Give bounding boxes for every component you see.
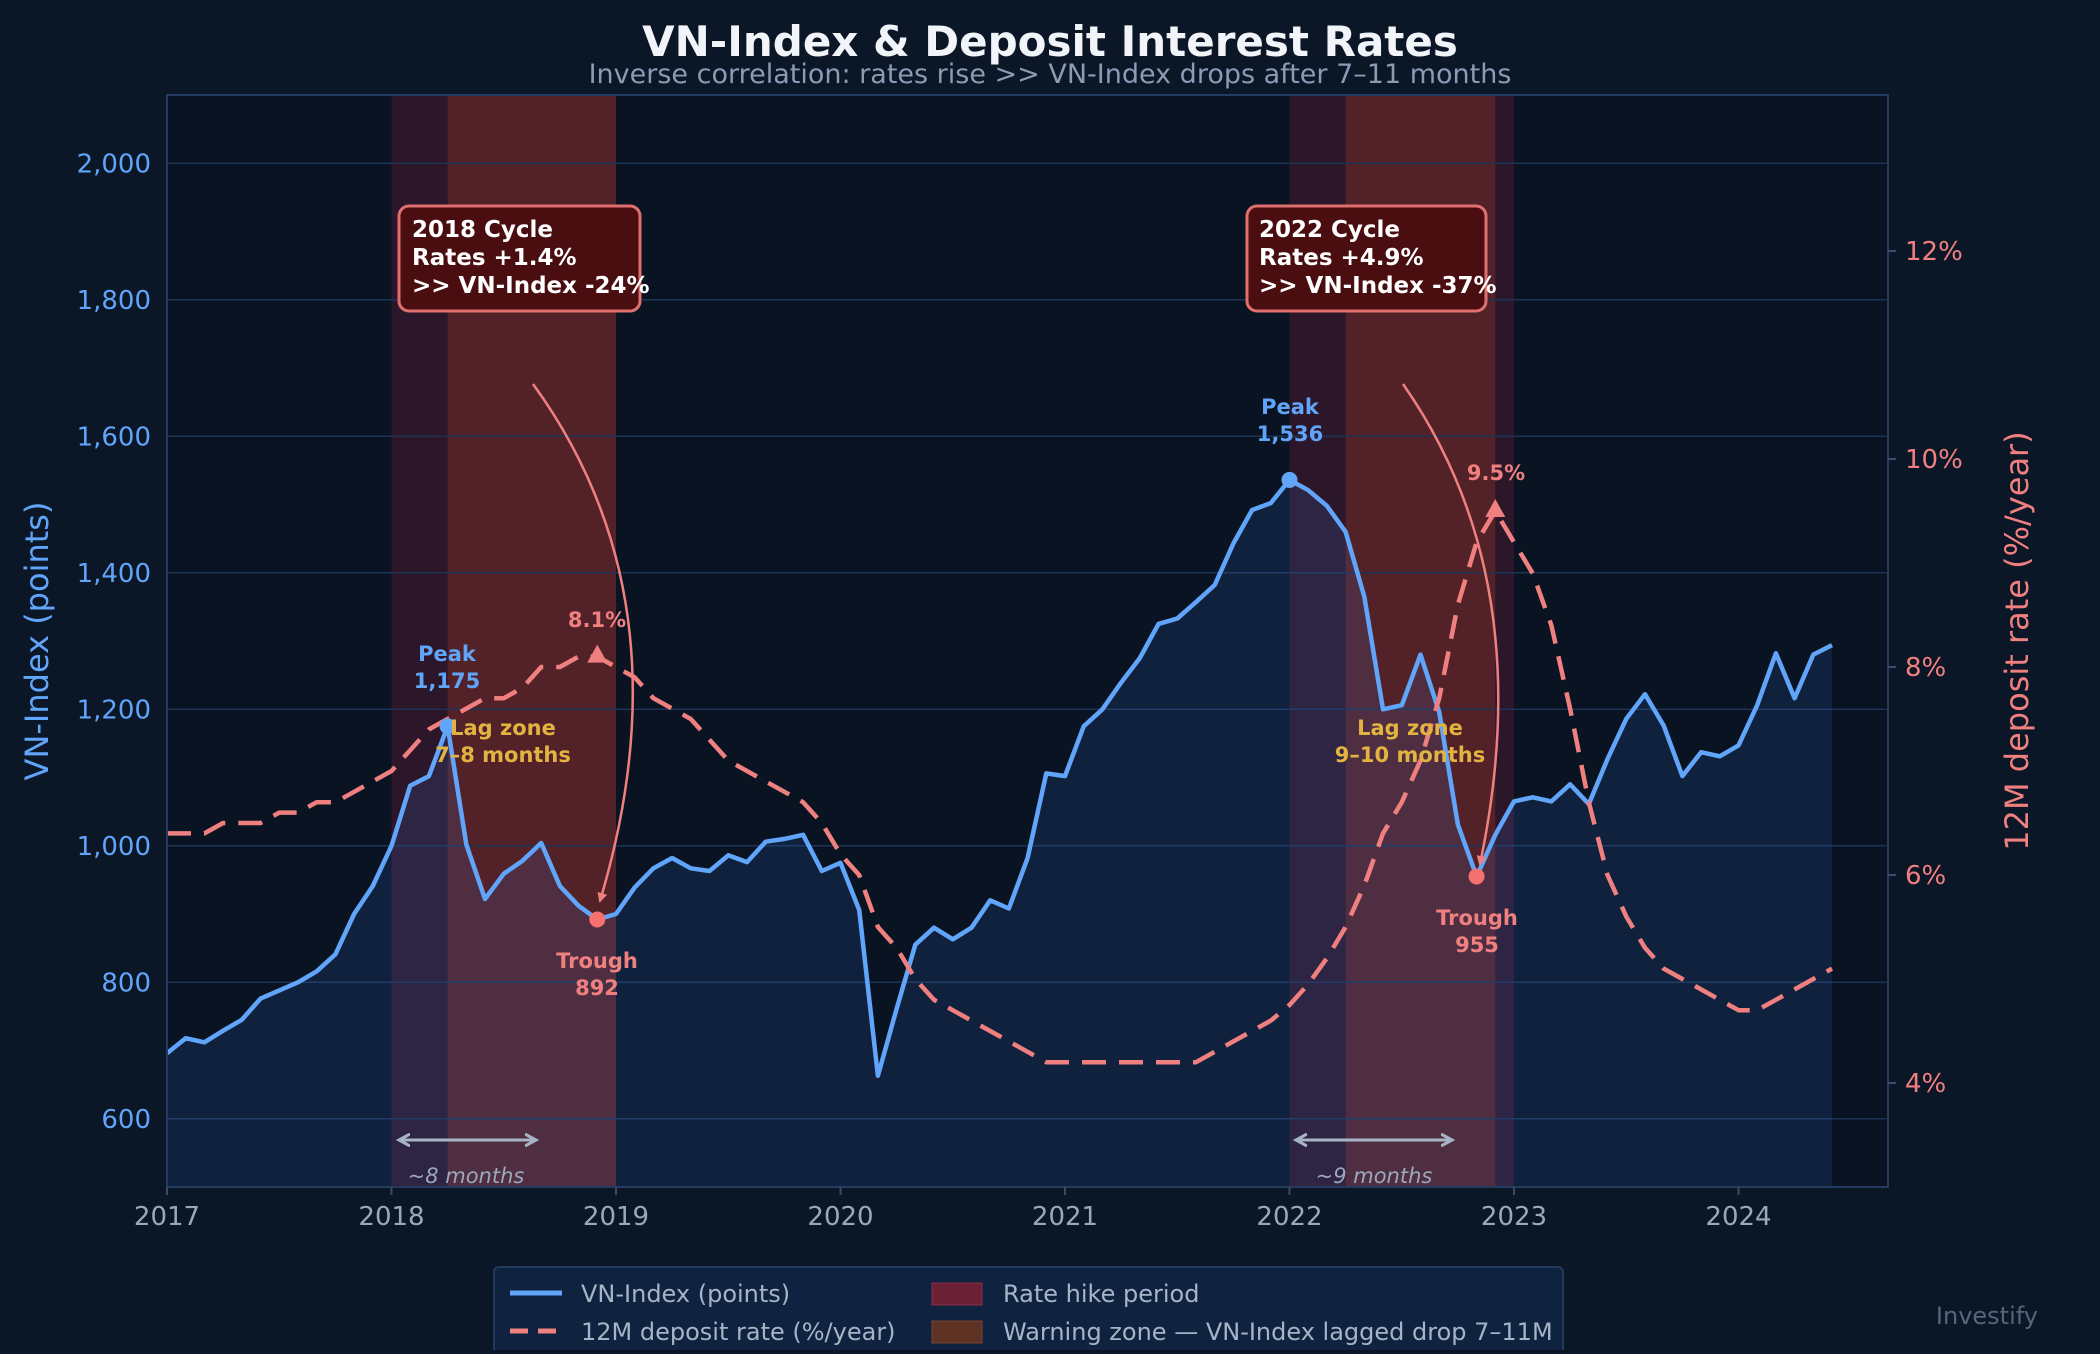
svg-text:Rates +4.9%: Rates +4.9% bbox=[1259, 245, 1424, 271]
rate-peak-2018-marker bbox=[587, 644, 608, 663]
vn-index-line bbox=[165, 477, 1834, 1079]
x-tick-label: 2019 bbox=[583, 1202, 649, 1232]
y2-axis-label: 12M deposit rate (%/year) bbox=[1998, 431, 2036, 850]
x-tick-label: 2017 bbox=[134, 1202, 200, 1232]
curved-arrow-2022 bbox=[1401, 383, 1500, 866]
y2-tick-label: 6% bbox=[1905, 861, 1946, 891]
y2-tick-label: 12% bbox=[1905, 237, 1963, 267]
y-tick-label: 1,400 bbox=[77, 559, 151, 589]
y-tick-label: 1,600 bbox=[77, 422, 151, 452]
span-2018-label: ~8 months bbox=[408, 1164, 525, 1188]
y-tick-label: 1,000 bbox=[77, 832, 151, 862]
chart-subtitle: Inverse correlation: rates rise >> VN-In… bbox=[589, 59, 1512, 90]
curved-arrow-2018 bbox=[531, 383, 635, 903]
lag-zone-2018-line1: Lag zone bbox=[450, 716, 556, 740]
annotation-box-2022: 2022 Cycle Rates +4.9% >> VN-Index -37% bbox=[1245, 204, 1497, 313]
x-tick-label: 2022 bbox=[1256, 1202, 1322, 1232]
plot-frame bbox=[166, 94, 1889, 1188]
y2-tick-label: 8% bbox=[1905, 653, 1946, 683]
x-tick-label: 2023 bbox=[1481, 1202, 1547, 1232]
peak-2022-label: Peak bbox=[1261, 395, 1320, 419]
vn-index-area bbox=[167, 479, 1833, 1187]
svg-text:>> VN-Index -24%: >> VN-Index -24% bbox=[412, 273, 650, 299]
y2-tick-label: 10% bbox=[1905, 445, 1963, 475]
x-tick-label: 2024 bbox=[1705, 1202, 1771, 1232]
peak-2018-label: Peak bbox=[418, 642, 477, 666]
rate-peak-2018-label: 8.1% bbox=[568, 608, 626, 632]
legend-label-vn-index: VN-Index (points) bbox=[581, 1280, 790, 1308]
chart-title: VN-Index & Deposit Interest Rates bbox=[642, 17, 1458, 66]
y-axis-label: VN-Index (points) bbox=[18, 502, 56, 781]
lag-zone-2022-line2: 9–10 months bbox=[1335, 743, 1485, 767]
x-tick-label: 2020 bbox=[807, 1202, 873, 1232]
watermark: Investify bbox=[1936, 1302, 2038, 1330]
rate-peak-2022-marker bbox=[1485, 499, 1506, 517]
svg-text:>> VN-Index -37%: >> VN-Index -37% bbox=[1259, 273, 1497, 299]
trough-2018-label: Trough bbox=[556, 949, 638, 973]
x-tick-label: 2021 bbox=[1032, 1202, 1098, 1232]
y2-tick-label: 4% bbox=[1905, 1069, 1946, 1099]
legend-label-rate-hike: Rate hike period bbox=[1003, 1280, 1199, 1308]
peak-2018-value: 1,175 bbox=[414, 669, 480, 693]
y-tick-label: 2,000 bbox=[77, 149, 151, 179]
legend-label-deposit-rate: 12M deposit rate (%/year) bbox=[581, 1318, 896, 1346]
annotation-box-2018: 2018 Cycle Rates +1.4% >> VN-Index -24% bbox=[397, 204, 650, 313]
lag-zone-2022-line1: Lag zone bbox=[1357, 716, 1463, 740]
trough-2022-marker bbox=[1468, 868, 1485, 885]
rate-peak-2022-label: 9.5% bbox=[1467, 461, 1525, 485]
legend-swatch-warning-zone bbox=[931, 1320, 983, 1344]
trough-2022-label: Trough bbox=[1436, 906, 1518, 930]
y-tick-label: 1,200 bbox=[77, 695, 151, 725]
trough-2018-value: 892 bbox=[575, 976, 619, 1000]
event-markers bbox=[439, 471, 1506, 928]
lag-zone-2018-line2: 7–8 months bbox=[435, 743, 571, 767]
legend-swatch-rate-hike bbox=[931, 1282, 983, 1306]
x-tick-label: 2018 bbox=[358, 1202, 424, 1232]
vn-index-fill bbox=[167, 479, 1833, 1187]
peak-2018-marker bbox=[439, 718, 456, 735]
svg-text:Rates +1.4%: Rates +1.4% bbox=[412, 245, 577, 271]
legend: VN-Index (points) 12M deposit rate (%/ye… bbox=[493, 1266, 1564, 1354]
trough-2018-marker bbox=[589, 911, 606, 928]
legend-label-warning-zone: Warning zone — VN-Index lagged drop 7–11… bbox=[1003, 1318, 1553, 1346]
peak-2022-marker bbox=[1281, 471, 1298, 488]
trough-2022-value: 955 bbox=[1455, 933, 1499, 957]
axis-ticks: 600 800 1,000 1,200 1,400 1,600 1,800 2,000 4% 6%… bbox=[77, 149, 1963, 1232]
y-tick-label: 1,800 bbox=[77, 286, 151, 316]
y-tick-label: 800 bbox=[101, 968, 151, 998]
svg-text:2022 Cycle: 2022 Cycle bbox=[1259, 217, 1400, 243]
y-tick-label: 600 bbox=[101, 1105, 151, 1135]
peak-2022-value: 1,536 bbox=[1257, 422, 1323, 446]
span-2022-label: ~9 months bbox=[1316, 1164, 1433, 1188]
svg-text:2018 Cycle: 2018 Cycle bbox=[412, 217, 553, 243]
